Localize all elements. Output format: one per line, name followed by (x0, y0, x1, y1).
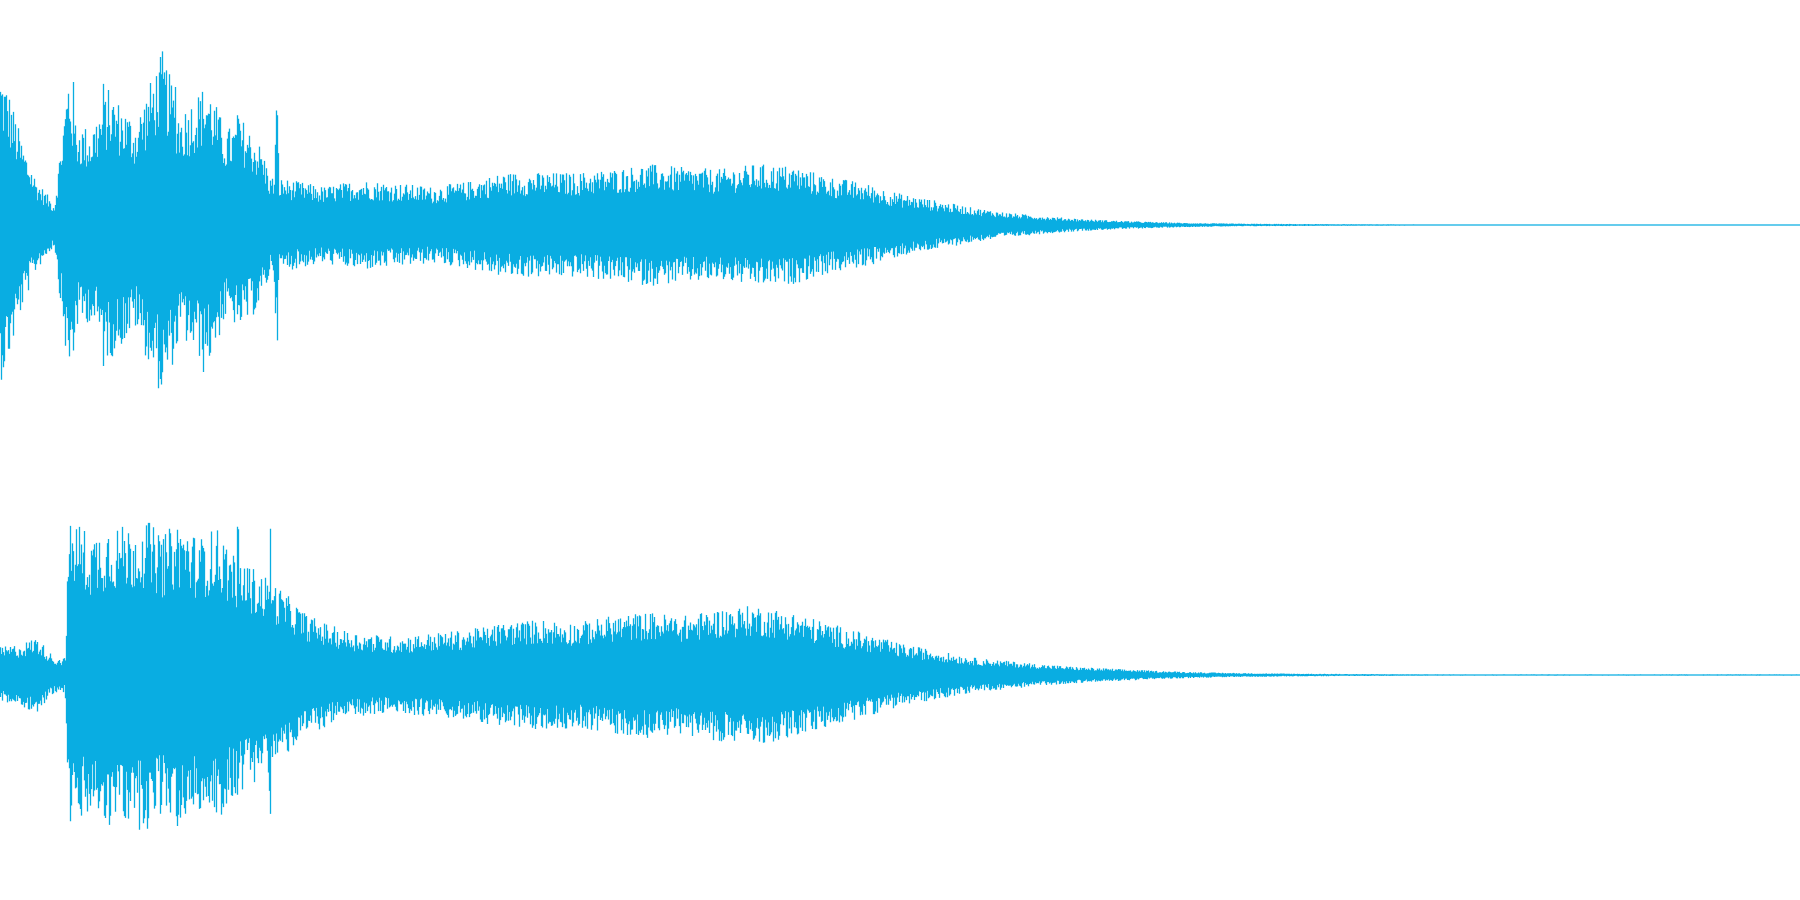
waveform-channel-2 (0, 522, 1800, 830)
waveform-channel-1 (0, 51, 1800, 389)
